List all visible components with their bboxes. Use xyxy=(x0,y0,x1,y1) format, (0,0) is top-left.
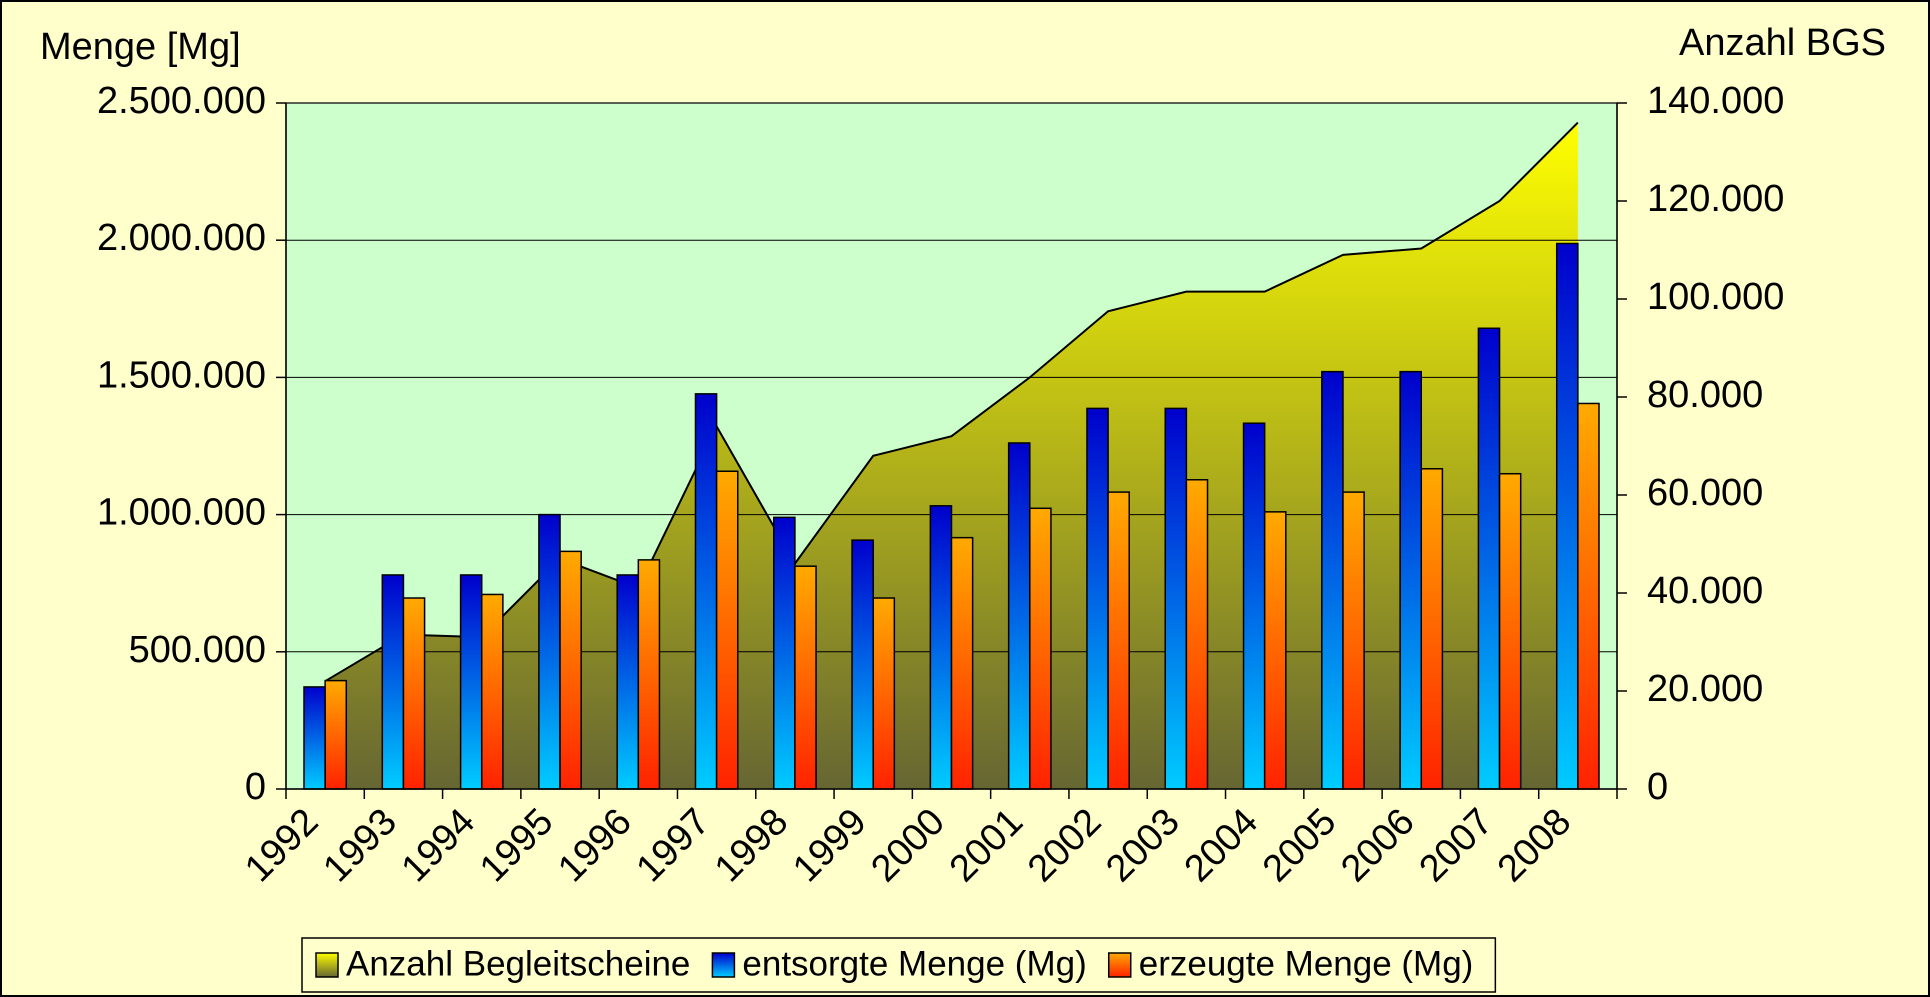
bar xyxy=(538,513,561,790)
bar xyxy=(459,574,483,790)
bar xyxy=(794,565,817,790)
legend: Anzahl Begleitscheine entsorgte Menge (Mg… xyxy=(301,937,1497,993)
bar xyxy=(1242,422,1266,790)
y2-tick-label: 80.000 xyxy=(1647,374,1763,416)
legend-swatch xyxy=(1107,952,1132,978)
y2-tick-label: 60.000 xyxy=(1647,472,1763,514)
bar xyxy=(1107,491,1130,790)
y-tick-label: 2.000.000 xyxy=(97,217,266,259)
bar xyxy=(402,597,426,790)
bar xyxy=(381,574,405,790)
y2-tick-label: 100.000 xyxy=(1647,276,1784,318)
y2-tick-label: 120.000 xyxy=(1647,178,1784,220)
legend-label: entsorgte Menge (Mg) xyxy=(742,944,1086,983)
bar xyxy=(480,593,504,790)
bar xyxy=(637,559,661,790)
y-axis-label: Menge [Mg] xyxy=(40,26,241,68)
bar xyxy=(773,516,796,790)
y-tick-label: 1.500.000 xyxy=(97,354,266,396)
legend-label: erzeugte Menge (Mg) xyxy=(1139,944,1474,983)
legend-swatch xyxy=(315,952,339,978)
bar xyxy=(929,505,953,790)
bar xyxy=(715,470,739,790)
y2-tick-label: 140.000 xyxy=(1647,80,1784,122)
bar xyxy=(1577,402,1600,790)
y-tick-label: 1.000.000 xyxy=(97,492,266,534)
y-tick-label: 0 xyxy=(245,766,266,808)
bar xyxy=(559,550,582,790)
bar xyxy=(950,536,974,790)
y-tick-label: 500.000 xyxy=(129,629,266,671)
y2-tick-label: 20.000 xyxy=(1647,668,1763,710)
bar xyxy=(303,686,326,790)
bar xyxy=(1263,511,1287,790)
y2-tick-label: 40.000 xyxy=(1647,570,1763,612)
bar xyxy=(851,539,874,790)
area-outline xyxy=(324,121,1579,683)
y-tick-label: 2.500.000 xyxy=(97,80,266,122)
bar xyxy=(694,393,718,790)
y2-axis-label: Anzahl BGS xyxy=(1679,22,1886,64)
legend-label: Anzahl Begleitscheine xyxy=(346,944,690,983)
legend-box xyxy=(301,937,1497,993)
bar xyxy=(1399,370,1423,790)
bar xyxy=(1086,407,1109,790)
bar xyxy=(1342,491,1365,790)
y2-tick-label: 0 xyxy=(1647,766,1668,808)
bar xyxy=(1029,507,1052,790)
bar xyxy=(1477,327,1501,790)
bar xyxy=(1420,468,1444,790)
legend-swatch xyxy=(711,952,736,978)
bar xyxy=(1321,370,1344,790)
bar xyxy=(1007,442,1031,790)
bar xyxy=(1164,407,1188,790)
bar xyxy=(1185,479,1209,790)
bar xyxy=(1555,242,1579,790)
bar xyxy=(872,597,896,790)
bar xyxy=(324,679,348,790)
bar xyxy=(1498,472,1522,790)
bar xyxy=(616,574,640,790)
